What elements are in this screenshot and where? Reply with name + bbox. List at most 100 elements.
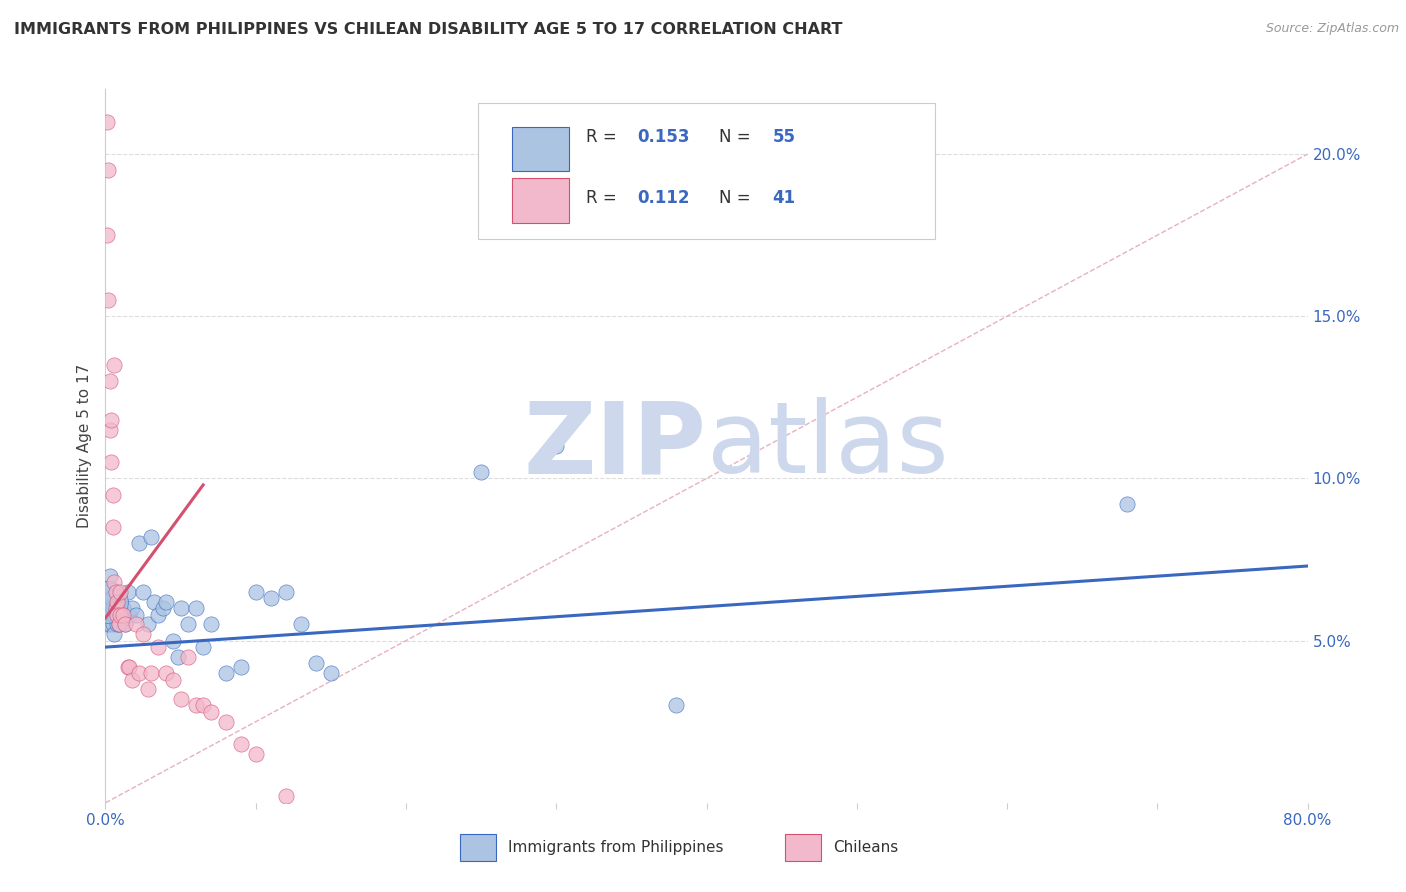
Point	[132, 627, 155, 641]
Point	[112, 601, 135, 615]
Text: 0.153: 0.153	[637, 128, 689, 146]
Point	[108, 617, 131, 632]
Point	[96, 617, 118, 632]
Point	[152, 601, 174, 615]
Text: ZIP: ZIP	[523, 398, 707, 494]
Point	[114, 617, 136, 632]
Point	[319, 666, 342, 681]
Point	[104, 601, 127, 615]
Point	[98, 617, 121, 632]
Point	[97, 595, 120, 609]
Point	[101, 601, 124, 615]
Point	[97, 607, 120, 622]
Point	[111, 607, 134, 622]
Point	[103, 358, 125, 372]
Text: IMMIGRANTS FROM PHILIPPINES VS CHILEAN DISABILITY AGE 5 TO 17 CORRELATION CHART: IMMIGRANTS FROM PHILIPPINES VS CHILEAN D…	[14, 22, 842, 37]
Point	[169, 601, 191, 615]
FancyBboxPatch shape	[460, 834, 496, 862]
Point	[200, 705, 222, 719]
Point	[132, 585, 155, 599]
Point	[290, 617, 312, 632]
Point	[546, 439, 568, 453]
Point	[166, 649, 188, 664]
Point	[184, 698, 207, 713]
Point	[110, 585, 132, 599]
Point	[107, 617, 129, 632]
Point	[118, 607, 141, 622]
Point	[128, 536, 150, 550]
Point	[110, 607, 132, 622]
Point	[96, 228, 118, 243]
Text: Source: ZipAtlas.com: Source: ZipAtlas.com	[1265, 22, 1399, 36]
Point	[136, 617, 159, 632]
Text: 41: 41	[773, 189, 796, 207]
Point	[245, 585, 267, 599]
Point	[110, 607, 132, 622]
Point	[146, 607, 169, 622]
Point	[107, 607, 129, 622]
Point	[229, 659, 252, 673]
Point	[155, 595, 177, 609]
Point	[665, 698, 688, 713]
Point	[177, 617, 200, 632]
Point	[1116, 497, 1139, 511]
FancyBboxPatch shape	[512, 127, 569, 171]
Point	[470, 465, 492, 479]
Point	[214, 666, 236, 681]
Point	[245, 747, 267, 761]
FancyBboxPatch shape	[478, 103, 935, 239]
Point	[104, 601, 127, 615]
Point	[101, 488, 124, 502]
Text: atlas: atlas	[707, 398, 948, 494]
Text: 0.112: 0.112	[637, 189, 689, 207]
Point	[191, 698, 214, 713]
Point	[97, 163, 120, 178]
Point	[162, 633, 184, 648]
Point	[155, 666, 177, 681]
Text: N =: N =	[718, 128, 755, 146]
Point	[121, 673, 143, 687]
Point	[98, 423, 121, 437]
Point	[229, 738, 252, 752]
Point	[118, 659, 141, 673]
Point	[117, 659, 139, 673]
Point	[139, 666, 162, 681]
Point	[146, 640, 169, 654]
Point	[103, 627, 125, 641]
Point	[103, 575, 125, 590]
Point	[117, 585, 139, 599]
Point	[98, 601, 121, 615]
Point	[110, 595, 132, 609]
Point	[100, 413, 122, 427]
Point	[100, 591, 122, 606]
Point	[260, 591, 283, 606]
Point	[100, 607, 122, 622]
Text: 55: 55	[773, 128, 796, 146]
Point	[136, 682, 159, 697]
Point	[97, 293, 120, 307]
Point	[191, 640, 214, 654]
Point	[104, 585, 127, 599]
FancyBboxPatch shape	[512, 178, 569, 223]
Text: R =: R =	[586, 189, 623, 207]
Point	[108, 617, 131, 632]
Point	[114, 617, 136, 632]
Text: Chileans: Chileans	[832, 840, 898, 855]
Point	[112, 607, 135, 622]
FancyBboxPatch shape	[785, 834, 821, 862]
Point	[200, 617, 222, 632]
Point	[169, 692, 191, 706]
Point	[184, 601, 207, 615]
Point	[139, 530, 162, 544]
Point	[98, 568, 121, 582]
Point	[124, 607, 146, 622]
Point	[274, 585, 297, 599]
Point	[162, 673, 184, 687]
Point	[101, 617, 124, 632]
Point	[96, 114, 118, 128]
Point	[104, 585, 127, 599]
Point	[96, 585, 118, 599]
Point	[128, 666, 150, 681]
Point	[103, 607, 125, 622]
Point	[107, 607, 129, 622]
